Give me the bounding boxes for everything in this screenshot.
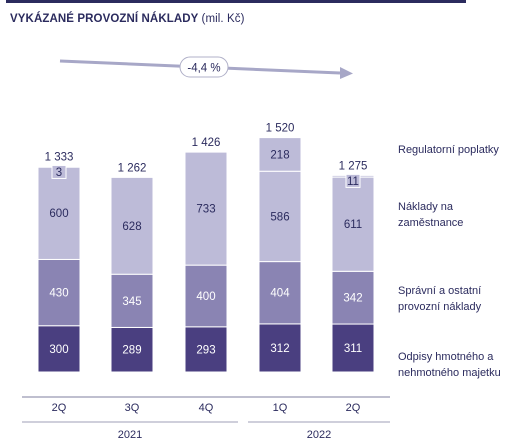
legend-staff-costs: Náklady na zaměstnance <box>398 201 464 229</box>
chart-title: VYKÁZANÉ PROVOZNÍ NÁKLADY (mil. Kč) <box>10 13 245 25</box>
category-label: 2Q <box>52 402 67 414</box>
chart-unit: (mil. Kč) <box>201 13 245 25</box>
bar-value-label: 218 <box>270 149 289 161</box>
chart-title-text: VYKÁZANÉ PROVOZNÍ NÁKLADY <box>10 13 199 25</box>
small-value-box <box>345 173 361 188</box>
bar-segment <box>37 325 81 373</box>
bar-value-label: 312 <box>270 343 289 355</box>
category-label: 1Q <box>273 402 288 414</box>
bar-value-label: 345 <box>122 296 141 308</box>
bar-segment <box>331 323 375 373</box>
bar-value-label: 11 <box>347 176 359 188</box>
top-rule <box>6 0 466 3</box>
bar-total-label: 1 333 <box>45 151 74 163</box>
bar-value-label: 311 <box>344 343 362 355</box>
bars-layer <box>37 137 375 373</box>
bar-segment <box>331 176 375 272</box>
year-label: 2022 <box>307 429 331 441</box>
bar-value-label: 600 <box>49 208 68 220</box>
bar-segment <box>258 261 302 325</box>
trend-badge <box>179 56 229 78</box>
bar-value-label: 586 <box>270 211 289 223</box>
bar-value-label: 628 <box>122 221 141 233</box>
bar-segment <box>184 151 228 266</box>
bar-total-label: 1 520 <box>266 123 295 135</box>
bar-value-label: 289 <box>122 345 141 357</box>
bar-value-label: 3 <box>56 167 62 179</box>
bar-segment <box>110 273 154 328</box>
bar-segment <box>184 326 228 373</box>
bar-segment <box>37 258 81 327</box>
bar-segment <box>258 137 302 172</box>
legend-regulatory-fees: Regulatorní poplatky <box>398 144 499 156</box>
bar-segment <box>110 176 154 275</box>
small-value-box <box>51 164 67 179</box>
bar-value-label: 300 <box>49 344 68 356</box>
bar-total-label: 1 262 <box>118 162 147 174</box>
bar-segment <box>331 270 375 325</box>
category-label: 3Q <box>125 402 140 414</box>
legend-admin-costs: Správní a ostatní provozní náklady <box>398 285 482 313</box>
bar-value-label: 430 <box>49 288 68 300</box>
bar-value-label: 733 <box>196 204 215 216</box>
bar-value-label: 404 <box>270 288 290 300</box>
bar-value-label: 611 <box>344 219 362 231</box>
bar-value-label: 293 <box>196 344 215 356</box>
labels-layer: 300 430 600 3 1 333 289 345 628 1 262 293 400 733 1 … <box>45 123 368 357</box>
bar-segment <box>184 264 228 328</box>
year-label: 2021 <box>118 429 142 441</box>
bar-total-label: 1 426 <box>192 137 221 149</box>
bar-total-label: 1 275 <box>339 160 368 172</box>
category-label: 2Q <box>346 402 361 414</box>
bar-value-label: 342 <box>343 293 362 305</box>
trend-label: -4,4 % <box>187 63 220 75</box>
trend-arrow-head <box>340 67 353 79</box>
bar-segment <box>258 323 302 373</box>
bar-segment <box>258 170 302 263</box>
axis-layer: 2Q 3Q 4Q 1Q 2Q 2021 2022 <box>22 396 390 441</box>
bar-value-label: 400 <box>196 291 215 303</box>
legend-depreciation: Odpisy hmotného a nehmotného majetku <box>398 351 501 379</box>
category-label: 4Q <box>199 402 214 414</box>
trend-layer: -4,4 % <box>59 56 353 79</box>
